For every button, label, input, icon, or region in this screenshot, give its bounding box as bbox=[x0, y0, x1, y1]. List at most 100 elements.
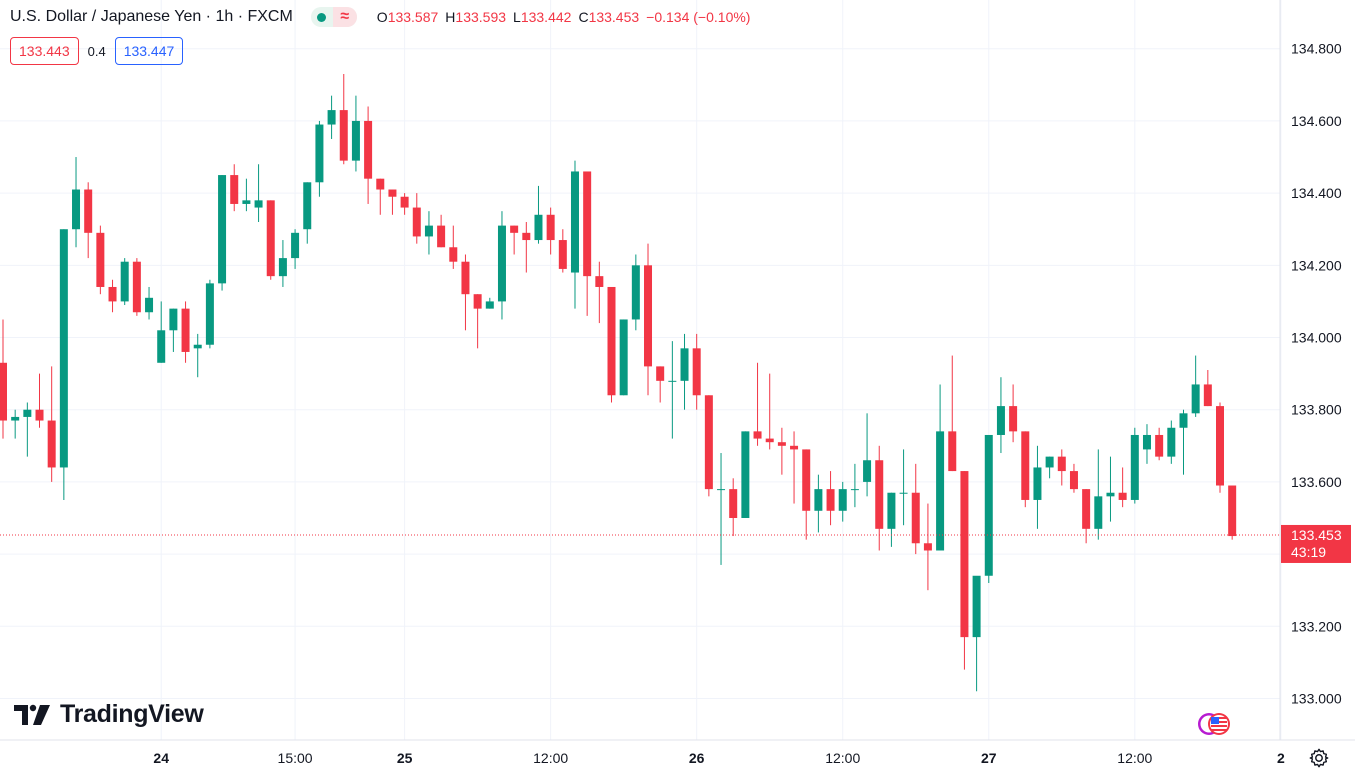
candle bbox=[193, 333, 202, 378]
candle-body bbox=[1155, 434, 1164, 457]
candle-body bbox=[376, 178, 385, 190]
candle bbox=[47, 366, 56, 482]
candle-body bbox=[449, 247, 458, 262]
candle bbox=[473, 294, 482, 349]
candle-body bbox=[948, 431, 957, 472]
time-axis[interactable]: 24 15:00 25 12:00 26 12:00 27 12:00 2 bbox=[153, 750, 1285, 766]
gear-icon[interactable] bbox=[1308, 747, 1330, 769]
sell-button[interactable]: 133.443 bbox=[10, 37, 79, 65]
candle bbox=[923, 503, 932, 591]
candle-body bbox=[1009, 406, 1018, 432]
ohlc-high: H133.593 bbox=[445, 9, 507, 25]
price-tick-label: 133.600 bbox=[1291, 474, 1342, 490]
candle bbox=[619, 319, 628, 396]
candle-body bbox=[814, 489, 823, 511]
candle-body bbox=[400, 196, 409, 208]
candle-body bbox=[741, 431, 750, 518]
market-status-dot-icon bbox=[311, 7, 333, 27]
candle-body bbox=[802, 449, 811, 511]
candle-body bbox=[485, 301, 494, 309]
candle bbox=[327, 95, 336, 139]
candle bbox=[644, 243, 653, 396]
candle bbox=[1167, 420, 1176, 464]
candle bbox=[1009, 384, 1018, 443]
candle bbox=[826, 471, 835, 526]
candle-body bbox=[522, 232, 531, 241]
candle bbox=[1069, 463, 1078, 493]
candle bbox=[254, 164, 263, 222]
time-tick-label: 12:00 bbox=[533, 750, 568, 766]
ohlc-close: C133.453 bbox=[578, 9, 640, 25]
candle bbox=[838, 481, 847, 522]
candle bbox=[911, 463, 920, 555]
us-flag-icon[interactable] bbox=[1196, 711, 1232, 737]
candle-body bbox=[412, 207, 421, 237]
candle bbox=[303, 182, 312, 244]
tradingview-logo-icon bbox=[14, 704, 50, 725]
candle bbox=[717, 453, 726, 565]
candle bbox=[546, 207, 555, 255]
buy-button[interactable]: 133.447 bbox=[114, 37, 184, 65]
candle-body bbox=[145, 297, 154, 313]
candle-body bbox=[169, 308, 178, 331]
candle-body bbox=[1045, 456, 1054, 468]
candle-body bbox=[47, 420, 56, 468]
candle bbox=[899, 449, 908, 526]
candle-body bbox=[1216, 406, 1224, 486]
candle-body bbox=[388, 189, 397, 197]
candle-body bbox=[863, 460, 872, 482]
candle-body bbox=[850, 489, 859, 491]
candle-body bbox=[887, 492, 896, 529]
time-tick-label: 15:00 bbox=[278, 750, 313, 766]
candle-body bbox=[996, 406, 1005, 435]
candle bbox=[583, 171, 592, 316]
candle bbox=[680, 333, 689, 410]
candle bbox=[437, 214, 446, 248]
candle bbox=[181, 301, 190, 363]
candle-body bbox=[291, 232, 300, 259]
candle bbox=[1082, 489, 1091, 544]
candle bbox=[400, 193, 409, 215]
candle-body bbox=[339, 110, 348, 161]
candle bbox=[850, 463, 859, 508]
candle bbox=[218, 175, 227, 291]
candle bbox=[765, 373, 774, 450]
price-tick-label: 133.800 bbox=[1291, 402, 1342, 418]
candle bbox=[814, 474, 823, 533]
tradingview-logo[interactable]: TradingView bbox=[14, 700, 204, 729]
price-tick-label: 133.200 bbox=[1291, 618, 1342, 634]
candle bbox=[972, 575, 981, 692]
candle-body bbox=[278, 258, 287, 277]
price-tick-label: 134.000 bbox=[1291, 330, 1342, 346]
candle bbox=[1094, 449, 1103, 540]
candle-body bbox=[193, 344, 202, 349]
candle-body bbox=[84, 189, 93, 233]
candle-body bbox=[424, 225, 433, 237]
candle bbox=[339, 74, 348, 165]
market-status[interactable]: ≈ bbox=[310, 7, 357, 27]
ohlc-low: L133.442 bbox=[513, 9, 572, 25]
symbol-title[interactable]: U.S. Dollar / Japanese Yen · 1h · FXCM bbox=[10, 8, 293, 25]
candle bbox=[497, 211, 506, 320]
price-axis[interactable]: 133.000133.200133.400133.600133.800134.0… bbox=[1291, 41, 1342, 707]
candle bbox=[570, 160, 579, 309]
candle-body bbox=[960, 471, 969, 638]
last-price-value: 133.453 bbox=[1291, 527, 1342, 543]
candle bbox=[1118, 467, 1127, 508]
candle bbox=[388, 189, 397, 215]
candle bbox=[534, 185, 543, 244]
candle bbox=[692, 333, 701, 410]
candle bbox=[242, 178, 251, 212]
candle-body bbox=[1203, 384, 1212, 407]
candle-body bbox=[473, 294, 482, 309]
candle bbox=[558, 229, 567, 273]
candle bbox=[351, 95, 360, 172]
candle-body bbox=[717, 489, 726, 491]
candle-body bbox=[984, 434, 993, 576]
candle bbox=[1216, 402, 1224, 493]
candle-body bbox=[838, 489, 847, 511]
candle bbox=[753, 362, 762, 446]
candle-body bbox=[242, 200, 251, 204]
candle-body bbox=[218, 175, 227, 284]
